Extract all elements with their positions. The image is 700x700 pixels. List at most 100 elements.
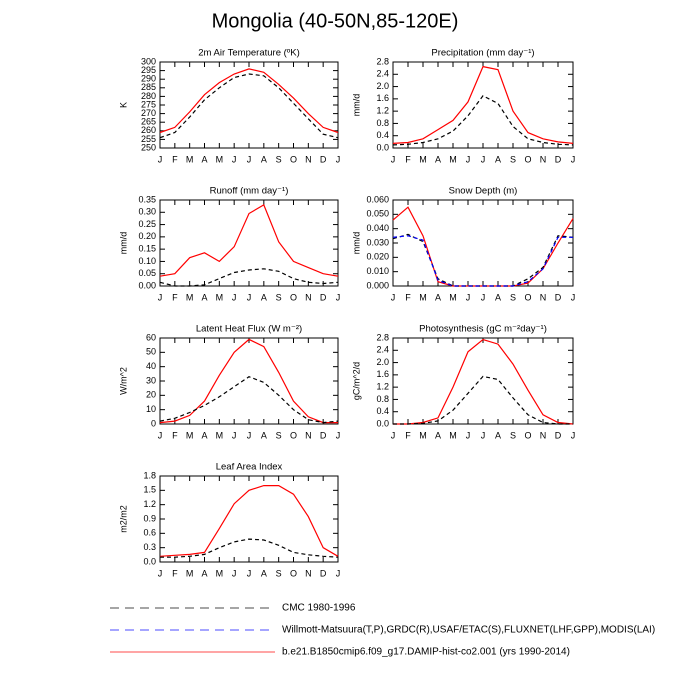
- x-tick-label: O: [524, 430, 531, 440]
- y-tick-label: 0.05: [138, 268, 156, 278]
- y-tick-label: 0.20: [138, 231, 156, 241]
- y-tick-label: 270: [141, 108, 156, 118]
- panel-title: Photosynthesis (gC m⁻²day⁻¹): [419, 324, 547, 335]
- series-line: [159, 376, 339, 424]
- x-tick-label: S: [276, 568, 282, 578]
- x-tick-label: J: [247, 568, 252, 578]
- y-tick-label: 60: [146, 332, 156, 342]
- y-tick-label: 2.8: [376, 56, 389, 66]
- y-tick-label: 0.0: [376, 142, 389, 152]
- panel-title: Snow Depth (m): [449, 186, 518, 197]
- x-tick-label: A: [201, 568, 207, 578]
- y-tick-label: 295: [141, 65, 156, 75]
- x-tick-label: J: [232, 292, 237, 302]
- x-tick-label: S: [276, 154, 282, 164]
- x-tick-label: D: [320, 292, 327, 302]
- y-tick-label: 30: [146, 375, 156, 385]
- x-tick-label: A: [261, 154, 267, 164]
- y-tick-label: 290: [141, 74, 156, 84]
- y-tick-label: 0.25: [138, 219, 156, 229]
- y-tick-label: 0.00: [138, 280, 156, 290]
- y-axis-label: W/m^2: [118, 367, 128, 395]
- y-tick-label: 265: [141, 117, 156, 127]
- x-tick-label: F: [172, 292, 178, 302]
- x-tick-label: D: [555, 154, 562, 164]
- x-tick-label: D: [555, 292, 562, 302]
- y-tick-label: 2.4: [376, 69, 389, 79]
- x-tick-label: J: [158, 568, 163, 578]
- x-tick-label: N: [540, 292, 547, 302]
- x-tick-label: J: [336, 430, 341, 440]
- x-tick-label: S: [510, 292, 516, 302]
- x-tick-label: M: [216, 568, 224, 578]
- x-tick-label: F: [172, 430, 178, 440]
- x-tick-label: O: [524, 154, 531, 164]
- x-tick-label: F: [172, 154, 178, 164]
- y-tick-label: 0.030: [366, 237, 389, 247]
- y-tick-label: 300: [141, 56, 156, 66]
- legend-label: Willmott-Matsuura(T,P),GRDC(R),USAF/ETAC…: [282, 625, 655, 636]
- x-tick-label: J: [466, 154, 471, 164]
- y-tick-label: 0.30: [138, 207, 156, 217]
- x-tick-label: F: [172, 568, 178, 578]
- y-axis-label: mm/d: [118, 232, 128, 255]
- series-line: [393, 338, 574, 425]
- y-tick-label: 2.0: [376, 81, 389, 91]
- x-tick-label: D: [555, 430, 562, 440]
- x-tick-label: J: [391, 154, 396, 164]
- x-tick-label: O: [524, 292, 531, 302]
- y-tick-label: 1.2: [143, 499, 156, 509]
- y-tick-label: 0.10: [138, 256, 156, 266]
- y-tick-label: 275: [141, 99, 156, 109]
- y-axis-label: m2/m2: [118, 505, 128, 533]
- y-tick-label: 0.4: [376, 406, 389, 416]
- x-tick-label: O: [290, 430, 297, 440]
- x-tick-label: S: [276, 430, 282, 440]
- y-tick-label: 0.050: [366, 209, 389, 219]
- x-tick-label: F: [405, 430, 411, 440]
- y-tick-label: 2.0: [376, 357, 389, 367]
- x-tick-label: M: [216, 154, 224, 164]
- x-tick-label: A: [261, 292, 267, 302]
- x-tick-label: O: [290, 292, 297, 302]
- x-tick-label: J: [481, 154, 486, 164]
- x-tick-label: A: [201, 430, 207, 440]
- x-tick-label: J: [232, 430, 237, 440]
- x-tick-label: N: [305, 154, 312, 164]
- y-tick-label: 0.4: [376, 130, 389, 140]
- series-line: [392, 233, 574, 287]
- series-line: [159, 204, 339, 277]
- y-tick-label: 0.35: [138, 194, 156, 204]
- x-tick-label: M: [419, 154, 427, 164]
- x-tick-label: A: [435, 292, 441, 302]
- series-line: [392, 65, 574, 144]
- x-tick-label: S: [510, 154, 516, 164]
- y-tick-label: 10: [146, 404, 156, 414]
- x-tick-label: J: [481, 430, 486, 440]
- y-tick-label: 0.3: [143, 542, 156, 552]
- x-tick-label: J: [571, 430, 576, 440]
- y-tick-label: 1.5: [143, 485, 156, 495]
- y-tick-label: 1.2: [376, 106, 389, 116]
- y-axis-label: gC/m^2/d: [351, 362, 361, 400]
- x-tick-label: A: [261, 430, 267, 440]
- x-tick-label: J: [232, 568, 237, 578]
- y-tick-label: 0.8: [376, 394, 389, 404]
- x-tick-label: J: [481, 292, 486, 302]
- series-line: [392, 95, 574, 146]
- x-tick-label: M: [186, 154, 194, 164]
- x-tick-label: N: [540, 154, 547, 164]
- legend-label: CMC 1980-1996: [282, 603, 356, 614]
- series-line: [159, 338, 338, 424]
- x-tick-label: A: [435, 430, 441, 440]
- x-tick-label: J: [391, 292, 396, 302]
- y-tick-label: 1.2: [376, 382, 389, 392]
- series-line: [160, 538, 339, 558]
- y-tick-label: 0.010: [366, 266, 389, 276]
- series-line: [159, 485, 339, 557]
- series-line: [159, 73, 339, 139]
- x-tick-label: M: [186, 292, 194, 302]
- x-tick-label: M: [419, 430, 427, 440]
- x-tick-label: D: [320, 430, 327, 440]
